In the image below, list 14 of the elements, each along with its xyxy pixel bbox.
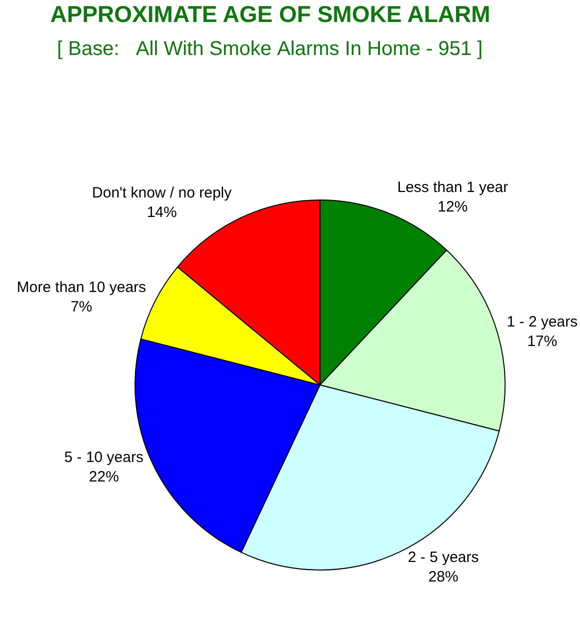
slice-label: More than 10 years <box>16 278 146 296</box>
data-label: 22% <box>88 468 119 486</box>
data-label: 14% <box>146 204 177 221</box>
chart-title: APPROXIMATE AGE OF SMOKE ALARM <box>50 1 490 28</box>
slice-label: 2 - 5 years <box>408 549 479 566</box>
data-label: 28% <box>428 568 458 586</box>
slice-label: Don't know / no reply <box>92 184 232 202</box>
data-label: 7% <box>70 298 92 316</box>
slice-label: 5 - 10 years <box>64 448 144 466</box>
slice-label: 1 - 2 years <box>506 314 578 331</box>
slice-label: Less than 1 year <box>397 178 508 196</box>
data-label: 12% <box>438 198 468 216</box>
data-label: 17% <box>527 333 558 350</box>
chart-subtitle: [ Base: All With Smoke Alarms In Home - 951 ] <box>57 38 483 60</box>
